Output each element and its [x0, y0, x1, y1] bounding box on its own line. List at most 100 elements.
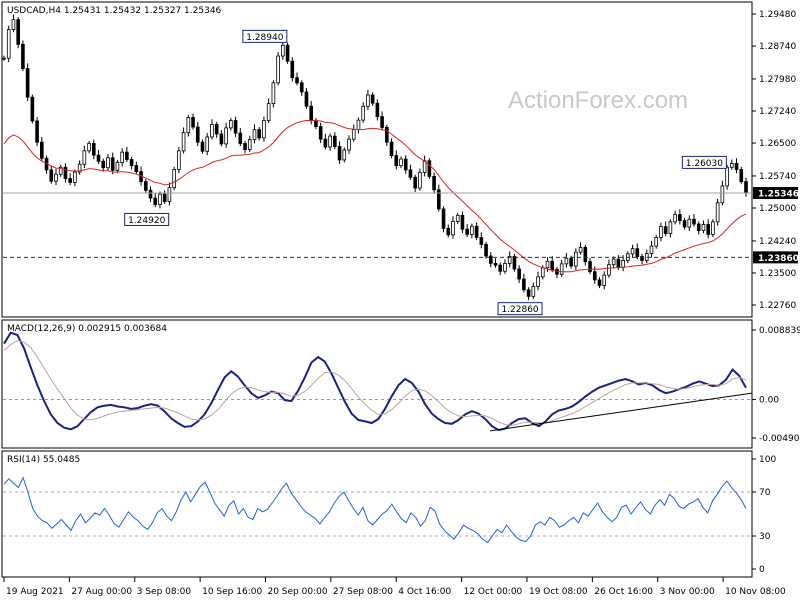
- candle: [503, 259, 507, 274]
- candle-body: [607, 264, 611, 276]
- candle: [323, 133, 328, 150]
- candle-body: [361, 105, 365, 121]
- watermark: ActionForex.com: [508, 87, 688, 114]
- candle: [285, 42, 290, 64]
- y-tick-label: 1.26500: [759, 139, 796, 149]
- candle-body: [328, 135, 332, 148]
- candle: [564, 253, 569, 268]
- candle: [531, 282, 536, 299]
- candle-body: [91, 143, 96, 156]
- candle: [172, 166, 176, 191]
- candle-body: [158, 193, 162, 205]
- candle: [441, 206, 446, 233]
- candle-body: [125, 151, 129, 160]
- candle: [479, 232, 484, 249]
- candle-body: [68, 178, 72, 183]
- candle: [408, 164, 413, 180]
- candle-body: [181, 132, 186, 152]
- candle-body: [63, 166, 68, 179]
- macd-tick-label: 0.008839: [759, 326, 800, 336]
- candle-body: [659, 226, 663, 238]
- candle-body: [734, 162, 739, 170]
- candle: [366, 89, 370, 111]
- candle-body: [129, 159, 134, 166]
- candle-body: [668, 221, 673, 234]
- candle-body: [715, 202, 720, 223]
- candle: [318, 122, 323, 144]
- candle: [460, 211, 465, 234]
- candle: [654, 234, 659, 249]
- current-price-label-box: [753, 187, 798, 200]
- candle-body: [394, 155, 399, 166]
- candle: [663, 221, 668, 237]
- candle-body: [323, 138, 328, 148]
- candle: [281, 39, 285, 60]
- annotation-box: [681, 155, 727, 169]
- candle: [333, 132, 337, 150]
- candle-body: [408, 169, 413, 178]
- candle-body: [16, 19, 20, 45]
- candle-body: [531, 285, 536, 297]
- candle: [134, 161, 139, 175]
- candle-body: [493, 263, 498, 266]
- candle: [191, 113, 195, 130]
- x-tick-label: 27 Aug 00:00: [71, 587, 132, 597]
- annotation-box: [242, 29, 288, 43]
- candle: [266, 98, 271, 124]
- candle-body: [49, 169, 54, 182]
- candle: [611, 256, 616, 269]
- annotation-label: 1.26030: [686, 159, 723, 169]
- candle-body: [243, 143, 247, 150]
- candle: [252, 124, 257, 144]
- candle: [588, 257, 592, 275]
- candle: [115, 159, 120, 173]
- candle: [186, 114, 191, 137]
- candle: [403, 155, 408, 174]
- candle-body: [375, 102, 380, 118]
- candle-body: [247, 139, 252, 150]
- candle: [682, 217, 687, 230]
- candle-body: [597, 279, 602, 286]
- candle-body: [592, 271, 597, 281]
- x-tick-label: 3 Nov 00:00: [660, 587, 715, 597]
- candle: [474, 222, 479, 241]
- candle-body: [266, 103, 271, 121]
- candle: [507, 251, 512, 268]
- candle: [522, 273, 526, 293]
- candle: [706, 219, 710, 239]
- candle-body: [219, 133, 224, 145]
- candle-body: [309, 105, 314, 121]
- candle-body: [214, 124, 219, 135]
- candle: [238, 127, 243, 147]
- candle: [517, 265, 521, 283]
- x-tick-label: 20 Sep 00:00: [267, 587, 327, 597]
- candle: [498, 262, 503, 276]
- candle: [200, 139, 205, 154]
- candle: [696, 221, 701, 235]
- candle: [389, 138, 394, 159]
- candle-body: [200, 141, 205, 152]
- candle: [177, 146, 181, 174]
- candle-body: [512, 256, 517, 270]
- candle-body: [479, 237, 484, 245]
- candle: [526, 287, 531, 301]
- candle: [583, 244, 588, 266]
- candle-body: [611, 258, 616, 266]
- candle: [106, 153, 110, 171]
- candle: [574, 248, 578, 270]
- candle-body: [110, 157, 115, 171]
- x-tick-label: 26 Oct 16:00: [594, 587, 653, 597]
- candle: [734, 158, 739, 174]
- candle-body: [2, 57, 6, 60]
- candle: [276, 52, 280, 86]
- candle: [550, 256, 555, 273]
- candle-body: [436, 189, 441, 210]
- annotation-box: [124, 212, 170, 226]
- candle-body: [73, 171, 77, 183]
- candle: [153, 192, 158, 208]
- rsi-series: [3, 476, 752, 544]
- x-tick-label: 27 Sep 08:00: [333, 587, 393, 597]
- candle-body: [692, 218, 696, 225]
- candle: [668, 219, 673, 238]
- candle: [370, 92, 375, 106]
